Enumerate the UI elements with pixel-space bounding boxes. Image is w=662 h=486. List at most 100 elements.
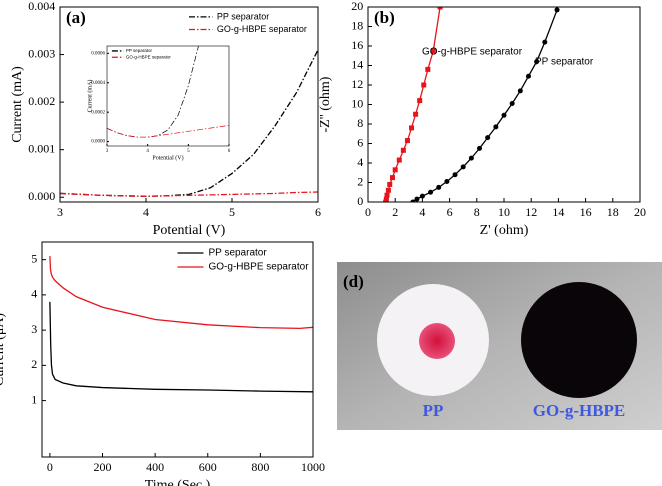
legend-label: PP separator — [217, 11, 269, 21]
marker — [396, 157, 402, 163]
y-tick-label: 0.001 — [28, 141, 55, 155]
y-axis-label: Current (mA) — [10, 66, 25, 143]
y-axis-label: -Z'' (ohm) — [318, 76, 333, 132]
x-tick-label: 12 — [525, 205, 537, 219]
series-group — [107, 46, 229, 138]
axes-frame — [59, 6, 319, 203]
x-tick-label: 4 — [143, 205, 149, 219]
y-axis-label: Current (mA) — [86, 80, 93, 113]
x-axis-label: Z' (ohm) — [480, 223, 529, 238]
marker — [444, 179, 450, 185]
x-tick-label: 8 — [474, 205, 480, 219]
plot-area — [42, 242, 313, 457]
photo-caption: PP — [423, 401, 444, 420]
x-tick-label: 200 — [94, 460, 112, 474]
y-tick-label: 4 — [357, 155, 363, 169]
marker — [384, 192, 390, 198]
marker — [421, 82, 427, 88]
x-tick-label: 16 — [580, 205, 592, 219]
marker — [385, 187, 391, 193]
marker — [400, 147, 406, 153]
legend-label: GO-g-HBPE separator — [217, 24, 307, 34]
y-tick-label: 10 — [351, 96, 363, 110]
axes-frame — [41, 241, 314, 458]
y-tick-label: 6 — [357, 135, 363, 149]
y-tick-label: 4 — [31, 287, 37, 301]
x-tick-label: 3 — [57, 205, 63, 219]
marker — [417, 98, 423, 104]
x-tick-label: 6 — [315, 205, 321, 219]
x-axis-label: Potential (V) — [152, 154, 183, 161]
y-tick-label: 1 — [31, 392, 37, 406]
series-line — [107, 125, 229, 138]
y-tick-label: 18 — [351, 18, 363, 32]
y-tick-label: 14 — [351, 57, 363, 71]
marker — [534, 59, 540, 65]
y-tick-label: 16 — [351, 38, 363, 52]
panel-label: (d) — [343, 272, 364, 291]
x-tick-label: 3 — [106, 149, 109, 154]
axes-frame — [106, 45, 230, 147]
y-tick-label: 0.0006 — [91, 51, 105, 56]
marker — [389, 175, 395, 181]
chart: 3 4 5 6 0.0000 0.0002 0.0004 0.0006 PP separator… — [86, 45, 231, 161]
chart: 0 200 400 600 800 1000 1 2 3 4 5 PP separator GO-g-H… — [0, 241, 325, 486]
x-tick-label: 0 — [365, 205, 371, 219]
plot-area — [107, 46, 229, 146]
marker — [387, 181, 393, 187]
photo-caption: GO-g-HBPE — [533, 401, 626, 420]
y-tick-label: 0.000 — [28, 189, 55, 203]
panel-label: (a) — [66, 8, 86, 27]
legend-label: GO-g-HBPE separator — [422, 47, 523, 58]
series-group — [49, 256, 313, 393]
marker — [413, 111, 419, 117]
axes-frame — [367, 6, 641, 203]
y-tick-label: 0.002 — [28, 94, 55, 108]
x-tick-label: 20 — [634, 205, 646, 219]
x-tick-label: 800 — [251, 460, 269, 474]
y-tick-label: 0.004 — [28, 0, 55, 13]
panel-label: (b) — [374, 8, 395, 27]
y-tick-label: 2 — [31, 357, 37, 371]
x-tick-label: 6 — [447, 205, 453, 219]
marker — [477, 145, 483, 151]
legend-label: PP separator — [535, 57, 594, 68]
x-tick-label: 400 — [146, 460, 164, 474]
x-tick-label: 2 — [392, 205, 398, 219]
marker — [404, 138, 410, 144]
y-tick-label: 0 — [357, 194, 363, 208]
y-tick-label: 12 — [351, 77, 363, 91]
y-axis-label: Current (μA) — [0, 313, 7, 387]
x-tick-label: 4 — [419, 205, 425, 219]
y-tick-label: 8 — [357, 116, 363, 130]
marker — [554, 7, 560, 13]
marker — [485, 135, 491, 141]
x-tick-label: 0 — [47, 460, 53, 474]
x-tick-label: 18 — [607, 205, 619, 219]
y-tick-label: 0.003 — [28, 46, 55, 60]
legend-label: PP separator — [126, 48, 153, 53]
series-group — [383, 7, 560, 202]
marker — [414, 196, 420, 202]
y-tick-label: 5 — [31, 251, 37, 265]
x-tick-label: 6 — [228, 149, 231, 154]
series-line — [60, 191, 318, 197]
marker — [437, 7, 443, 10]
marker — [410, 199, 416, 202]
marker — [436, 184, 442, 190]
series-group — [60, 49, 318, 197]
photo-panel: (d) PP GO-g-HBPE — [337, 262, 662, 430]
chart: 0 2 4 6 8 10 12 14 16 18 20 0 2 4 6 8 10 12 14 16 18 20 GO-g-H… — [318, 0, 646, 238]
x-tick-label: 10 — [498, 205, 510, 219]
marker — [460, 164, 466, 170]
x-tick-label: 1000 — [301, 460, 325, 474]
go-disc — [521, 282, 637, 398]
marker — [509, 101, 515, 107]
marker — [430, 48, 436, 54]
marker — [425, 66, 431, 72]
marker — [501, 112, 507, 118]
x-tick-label: 5 — [187, 149, 190, 154]
marker — [525, 73, 531, 79]
y-tick-label: 2 — [357, 174, 363, 188]
